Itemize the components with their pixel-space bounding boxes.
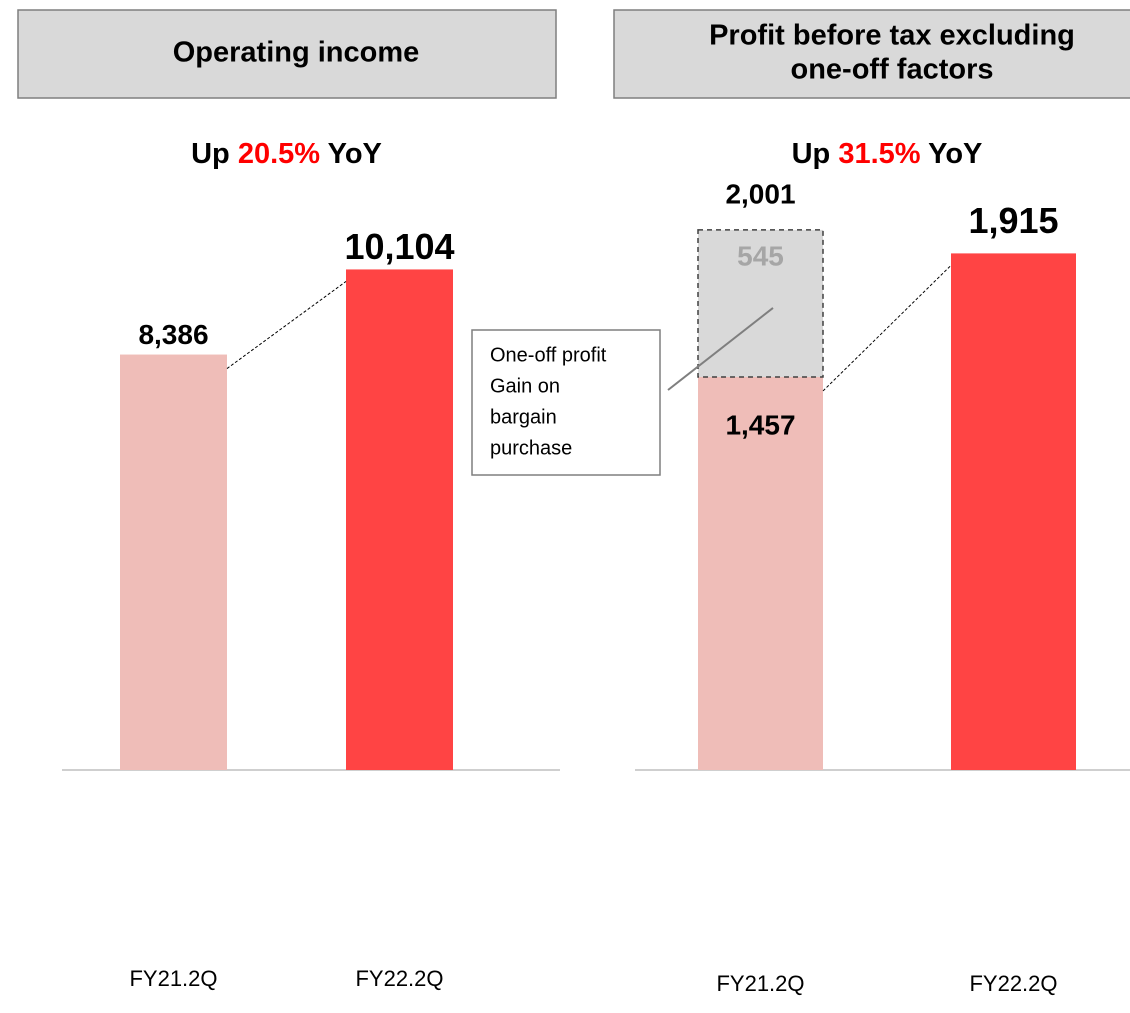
subtitle-part: 20.5% — [238, 138, 320, 170]
connector — [226, 281, 347, 369]
callout-text: Gain on — [490, 375, 560, 397]
callout-text: One-off profit — [490, 344, 607, 366]
bar — [346, 269, 453, 770]
header-box — [613, 9, 1130, 99]
callout-text: bargain — [490, 406, 557, 428]
subtitle-part: YoY — [328, 138, 382, 170]
connector — [822, 265, 952, 392]
subtitle-part: Up — [191, 138, 230, 170]
value-label: 10,104 — [344, 226, 454, 267]
subtitle: Up 20.5% YoY — [191, 138, 382, 170]
callout-box — [471, 329, 661, 476]
x-tick-label: FY22.2Q — [355, 966, 443, 991]
subtitle-part: YoY — [928, 138, 982, 170]
value-label: 8,386 — [138, 319, 208, 350]
total-label: 2,001 — [725, 179, 795, 210]
bar — [120, 354, 227, 770]
value-label: 1,915 — [968, 200, 1058, 241]
panel-title: Operating income — [173, 37, 420, 69]
callout-text: purchase — [490, 437, 572, 459]
bar-segment — [951, 253, 1076, 770]
bar-segment — [697, 229, 824, 378]
x-tick-label: FY21.2Q — [716, 971, 804, 996]
callout-leader — [667, 307, 774, 391]
panel-title: Profit before tax excluding — [709, 20, 1075, 52]
value-label: 1,457 — [725, 409, 795, 440]
subtitle: Up 31.5% YoY — [792, 138, 983, 170]
header-box — [17, 9, 557, 99]
panel-title: one-off factors — [791, 54, 994, 86]
x-tick-label: FY21.2Q — [129, 966, 217, 991]
subtitle-part: Up — [792, 138, 831, 170]
value-label: 545 — [737, 240, 784, 271]
x-tick-label: FY22.2Q — [969, 971, 1057, 996]
bar-segment — [698, 376, 823, 770]
subtitle-part: 31.5% — [838, 138, 920, 170]
